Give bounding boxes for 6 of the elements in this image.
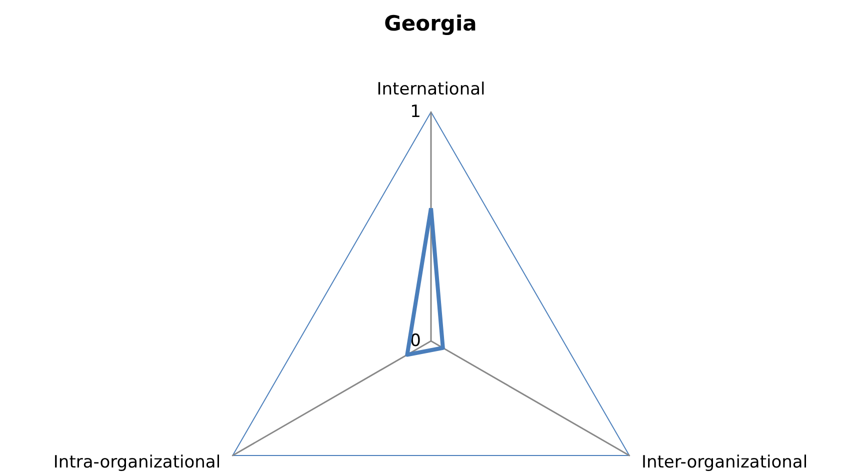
y-tick-label: 0	[410, 331, 421, 351]
spoke-label: Intra-organizational	[53, 452, 221, 472]
y-tick-label: 1	[410, 102, 421, 122]
spoke-label: Inter-organizational	[641, 452, 808, 472]
spoke-label: International	[376, 80, 486, 100]
chart-title: Georgia	[384, 12, 477, 36]
